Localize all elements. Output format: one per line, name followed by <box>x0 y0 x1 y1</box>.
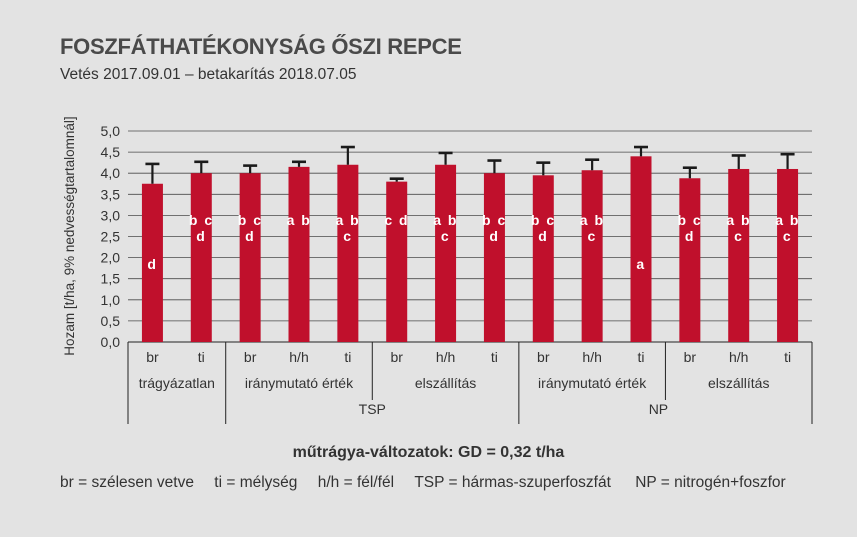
y-axis-label: Hozam [t/ha, 9% nedvességtartalomnál] <box>62 116 77 355</box>
bar <box>288 166 310 342</box>
x-tick-label: h/h <box>289 349 308 365</box>
significance-label: c d <box>384 212 409 228</box>
x-tick-label: br <box>146 349 159 365</box>
y-tick-label: 3,0 <box>101 207 121 223</box>
bar <box>581 170 603 342</box>
bar <box>190 173 212 342</box>
x-tick-label: h/h <box>582 349 601 365</box>
x-tick-label: h/h <box>729 349 748 365</box>
bar <box>679 178 701 342</box>
bar <box>141 183 163 342</box>
legend-item-tsp: TSP = hármas-szuperfoszfát <box>414 474 611 491</box>
y-tick-label: 1,5 <box>101 271 121 287</box>
group-label: elszállítás <box>415 375 476 391</box>
x-tick-label: ti <box>491 349 498 365</box>
bar <box>728 168 750 342</box>
y-tick-label: 4,0 <box>101 165 121 181</box>
significance-label: a b <box>287 212 312 228</box>
bar <box>435 164 457 342</box>
significance-label: a <box>636 256 645 272</box>
x-tick-label: br <box>537 349 550 365</box>
y-tick-label: 5,0 <box>101 123 121 139</box>
bar-chart: 0,0 0,5 1,0 1,5 2,0 2,5 3,0 3,5 4,0 4,5 5,0 Hozam [… <box>62 116 813 424</box>
legend-item-br: br = szélesen vetve <box>60 474 194 491</box>
bar <box>337 164 359 342</box>
y-tick-label: 4,5 <box>101 144 121 160</box>
group-label: elszállítás <box>708 375 769 391</box>
y-tick-label: 0,0 <box>101 334 121 350</box>
y-tick-label: 1,0 <box>101 292 121 308</box>
significance-label: d <box>147 256 157 272</box>
abbreviation-legend: br = szélesen vetve ti = mélység h/h = f… <box>60 474 786 492</box>
legend-item-np: NP = nitrogén+foszfor <box>635 474 786 491</box>
x-tick-label: br <box>244 349 257 365</box>
y-tick-label: 2,0 <box>101 250 121 266</box>
y-tick-label: 2,5 <box>101 229 121 245</box>
x-tick-label: ti <box>784 349 791 365</box>
legend-item-ti: ti = mélység <box>214 474 298 491</box>
group-label: iránymutató érték <box>538 375 647 391</box>
x-tick-label: ti <box>638 349 645 365</box>
bar <box>532 175 554 342</box>
chart-subtitle: Vetés 2017.09.01 – betakarítás 2018.07.0… <box>60 66 357 83</box>
bar <box>483 173 505 342</box>
group-label: iránymutató érték <box>245 375 354 391</box>
bar <box>239 173 261 342</box>
x-tick-label: br <box>684 349 697 365</box>
chart-title: FOSZFÁTHATÉKONYSÁG ŐSZI REPCE <box>60 34 462 59</box>
supergroup-label: TSP <box>359 401 386 417</box>
x-tick-label: br <box>390 349 403 365</box>
bar <box>386 181 408 342</box>
supergroup-label: NP <box>649 401 668 417</box>
x-tick-label: ti <box>198 349 205 365</box>
x-tick-label: ti <box>344 349 351 365</box>
y-tick-label: 3,5 <box>101 186 121 202</box>
bar <box>777 168 799 342</box>
bar <box>630 156 652 342</box>
chart-footer-title: műtrágya-változatok: GD = 0,32 t/ha <box>292 444 565 461</box>
group-label: trágyázatlan <box>139 375 215 391</box>
legend-item-hh: h/h = fél/fél <box>317 474 395 491</box>
x-tick-label: h/h <box>436 349 455 365</box>
y-tick-label: 0,5 <box>101 313 121 329</box>
